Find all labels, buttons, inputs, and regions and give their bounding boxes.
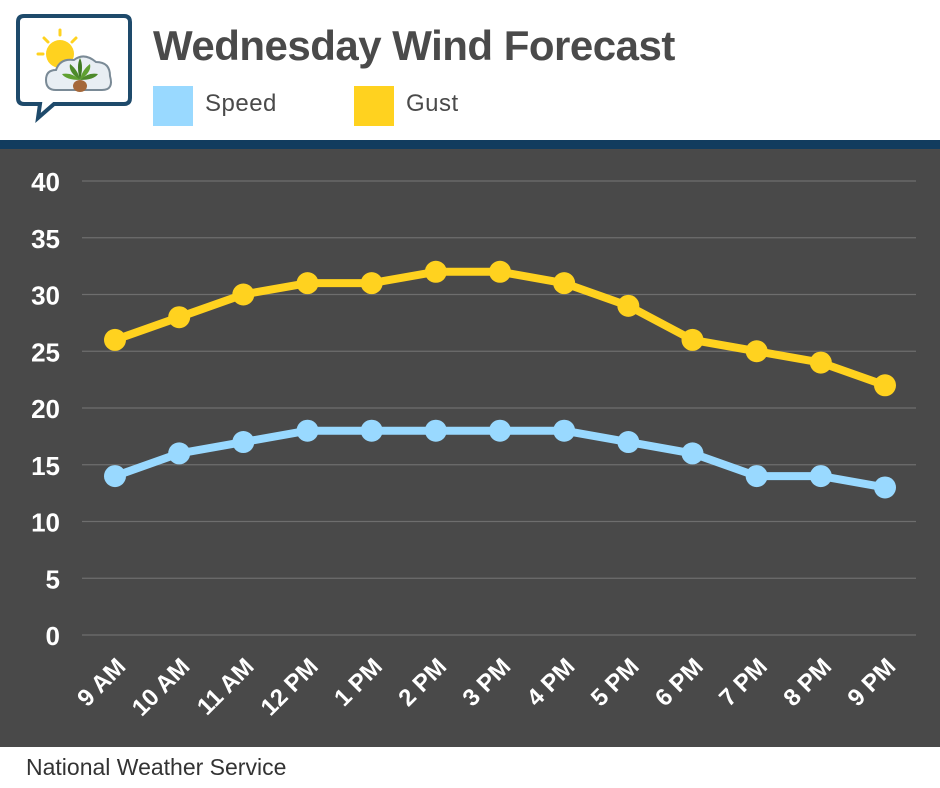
data-point-speed-1 bbox=[168, 442, 191, 465]
series-gust bbox=[104, 260, 896, 397]
data-point-gust-1 bbox=[168, 306, 191, 329]
y-tick-label-15: 15 bbox=[31, 451, 60, 481]
data-point-gust-8 bbox=[617, 294, 640, 317]
chart-header: Wednesday Wind Forecast Speed Gust bbox=[0, 0, 940, 140]
legend-swatch-speed bbox=[153, 86, 193, 126]
data-point-gust-4 bbox=[360, 272, 383, 295]
x-tick-label-12-pm: 12 PM bbox=[256, 653, 324, 721]
x-tick-label-7-pm: 7 PM bbox=[714, 653, 773, 712]
x-tick-label-4-pm: 4 PM bbox=[522, 653, 581, 712]
data-point-speed-0 bbox=[104, 465, 126, 488]
data-point-speed-9 bbox=[681, 442, 704, 465]
x-tick-label-9-am: 9 AM bbox=[72, 653, 131, 712]
data-point-gust-10 bbox=[745, 340, 768, 363]
data-point-gust-0 bbox=[104, 328, 126, 351]
data-point-gust-9 bbox=[681, 328, 704, 351]
data-point-gust-6 bbox=[489, 260, 511, 283]
y-tick-label-30: 30 bbox=[31, 281, 60, 311]
header-divider bbox=[0, 140, 940, 149]
legend-label-speed: Speed bbox=[205, 90, 277, 117]
data-point-gust-11 bbox=[809, 351, 832, 374]
data-point-speed-4 bbox=[360, 419, 383, 442]
gridlines bbox=[82, 180, 916, 636]
series-speed bbox=[104, 419, 896, 499]
legend-swatch-gust bbox=[354, 86, 394, 126]
chart-title: Wednesday Wind Forecast bbox=[153, 22, 675, 69]
data-point-speed-8 bbox=[617, 431, 640, 454]
x-tick-label-5-pm: 5 PM bbox=[586, 653, 645, 712]
x-tick-label-1-pm: 1 PM bbox=[329, 653, 388, 712]
series-layer bbox=[104, 260, 896, 499]
data-point-speed-10 bbox=[745, 465, 768, 488]
legend-label-gust: Gust bbox=[406, 90, 459, 117]
data-point-speed-6 bbox=[489, 419, 511, 442]
data-point-gust-3 bbox=[296, 272, 319, 295]
y-tick-label-40: 40 bbox=[31, 167, 60, 197]
data-point-gust-12 bbox=[874, 374, 896, 397]
data-point-speed-2 bbox=[232, 431, 255, 454]
data-point-gust-2 bbox=[232, 283, 255, 306]
y-tick-label-35: 35 bbox=[31, 224, 60, 254]
plot-area bbox=[0, 149, 940, 747]
x-tick-label-6-pm: 6 PM bbox=[650, 653, 709, 712]
data-point-speed-11 bbox=[809, 465, 832, 488]
data-point-speed-12 bbox=[874, 476, 896, 499]
y-tick-label-25: 25 bbox=[31, 337, 60, 367]
x-tick-label-8-pm: 8 PM bbox=[778, 653, 837, 712]
y-tick-label-10: 10 bbox=[31, 508, 60, 538]
x-tick-label-11-am: 11 AM bbox=[192, 653, 260, 721]
data-point-gust-7 bbox=[553, 272, 576, 295]
series-line-gust bbox=[111, 267, 889, 390]
data-point-speed-5 bbox=[424, 419, 447, 442]
y-axis-ticks: 0 5 10 15 20 25 30 35 40 bbox=[31, 167, 60, 651]
x-tick-label-3-pm: 3 PM bbox=[458, 653, 517, 712]
x-tick-label-10-am: 10 AM bbox=[127, 653, 195, 721]
y-tick-label-0: 0 bbox=[46, 621, 60, 651]
x-tick-label-9-pm: 9 PM bbox=[843, 653, 902, 712]
y-tick-label-5: 5 bbox=[46, 564, 60, 594]
y-tick-label-20: 20 bbox=[31, 394, 60, 424]
x-tick-label-2-pm: 2 PM bbox=[393, 653, 452, 712]
data-point-speed-7 bbox=[553, 419, 576, 442]
data-point-gust-5 bbox=[424, 260, 447, 283]
weather-cloud-sun-plant-icon bbox=[16, 14, 132, 124]
source-credit: National Weather Service bbox=[26, 754, 287, 780]
data-point-speed-3 bbox=[296, 419, 319, 442]
